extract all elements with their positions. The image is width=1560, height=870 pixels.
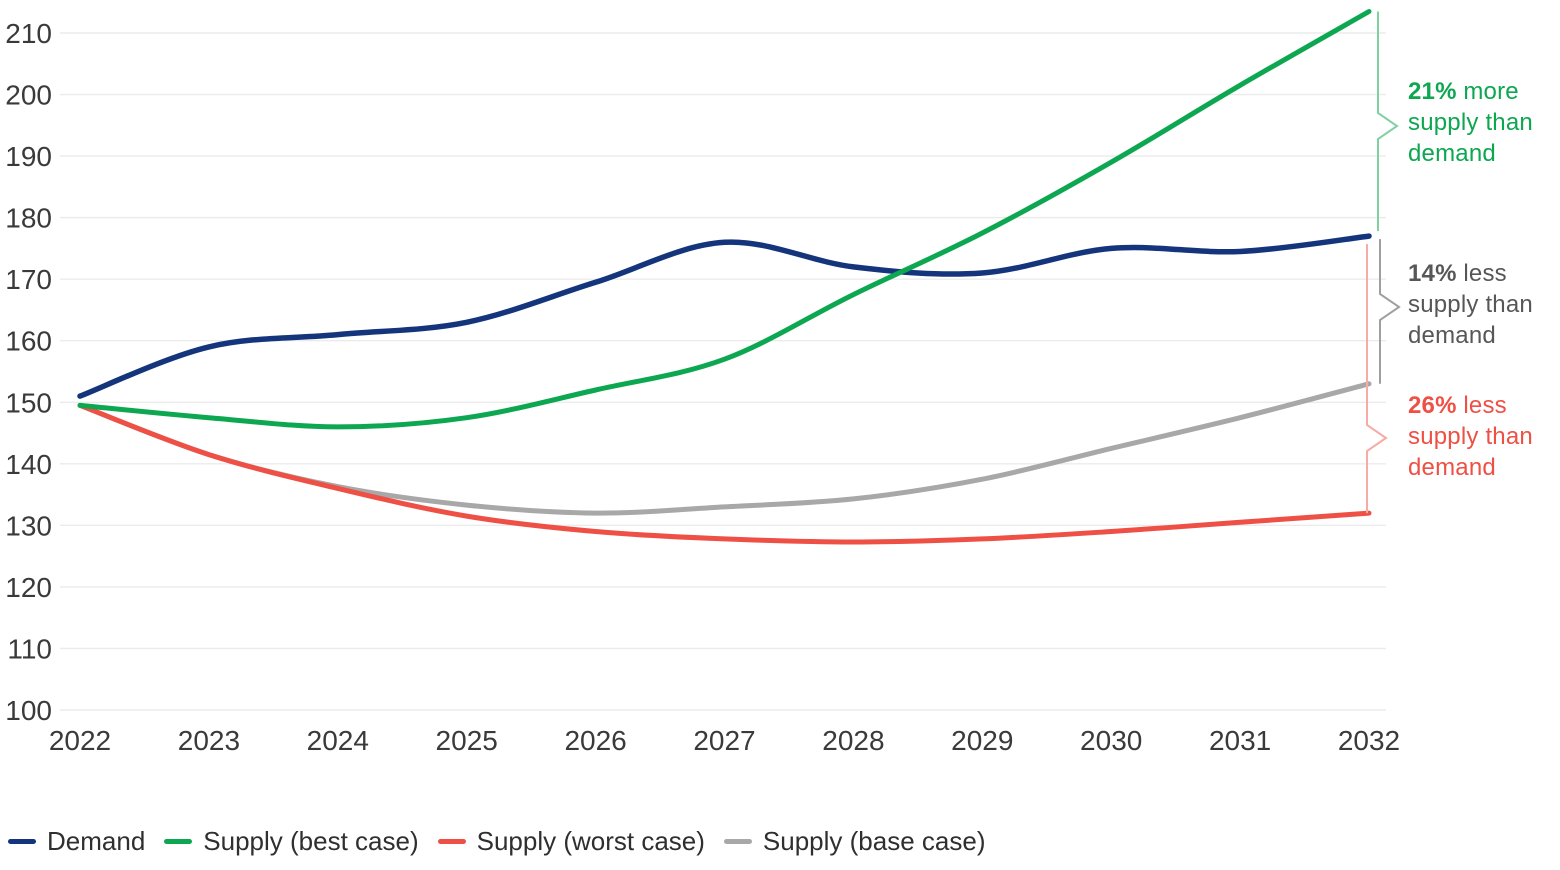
x-axis-tick-label: 2027 xyxy=(693,725,755,756)
y-axis-tick-label: 120 xyxy=(5,572,52,603)
x-axis-tick-label: 2031 xyxy=(1209,725,1271,756)
x-axis-tick-label: 2032 xyxy=(1338,725,1400,756)
y-axis-tick-label: 180 xyxy=(5,203,52,234)
annotation-more-supply-than-demand: 21% more supply than demand xyxy=(1408,76,1560,169)
y-axis-tick-label: 200 xyxy=(5,80,52,111)
legend-swatch-demand xyxy=(8,839,36,844)
line-chart-canvas: 100 110 120 130 140 150 160 170 180 190 200 210 2022… xyxy=(5,9,1401,756)
y-axis-tick-label: 110 xyxy=(7,633,52,664)
legend-item-supply-best-case: Supply (best case) xyxy=(164,826,419,857)
annotation-worst-case-less-supply: 26% less supply than demand xyxy=(1408,390,1560,483)
x-axis-tick-label: 2029 xyxy=(951,725,1013,756)
legend-swatch-supply-best-case xyxy=(164,839,193,844)
y-axis-tick-label: 130 xyxy=(5,510,52,541)
supply-base-case-line xyxy=(77,381,1372,516)
y-axis-tick-label: 100 xyxy=(5,695,52,726)
y-axis-tick-label: 170 xyxy=(5,264,52,295)
legend-label: Supply (base case) xyxy=(762,826,986,856)
y-axis-tick-label: 150 xyxy=(5,387,52,418)
x-axis-tick-label: 2024 xyxy=(307,725,369,756)
legend-swatch-supply-base-case xyxy=(723,839,752,844)
x-axis-tick-label: 2026 xyxy=(564,725,626,756)
brace-worst-case-vs-demand xyxy=(1366,244,1388,514)
y-axis-tick-label: 190 xyxy=(5,141,52,172)
brace-best-case-vs-demand xyxy=(1377,11,1399,232)
legend-label: Supply (best case) xyxy=(203,826,419,856)
legend-item-demand: Demand xyxy=(8,826,145,857)
x-axis-tick-label: 2028 xyxy=(822,725,884,756)
annotation-text: less supply than demand xyxy=(1408,392,1533,481)
annotation-percent: 21% xyxy=(1408,78,1457,105)
brace-base-case-vs-demand xyxy=(1379,239,1401,384)
legend-item-supply-worst-case: Supply (worst case) xyxy=(437,826,705,857)
supply-best-case-line xyxy=(77,9,1372,430)
x-axis-tick-label: 2030 xyxy=(1080,725,1142,756)
x-axis-tick-label: 2025 xyxy=(436,725,498,756)
annotation-text: more supply than demand xyxy=(1408,78,1533,167)
y-axis-tick-label: 160 xyxy=(5,326,52,357)
y-axis-tick-label: 140 xyxy=(5,449,52,480)
x-axis-tick-label: 2023 xyxy=(178,725,240,756)
supply-worst-case-line xyxy=(77,402,1372,545)
x-axis-tick-label: 2022 xyxy=(49,725,111,756)
chart-legend: Demand Supply (best case) Supply (worst … xyxy=(8,826,985,857)
legend-label: Demand xyxy=(47,826,146,856)
legend-label: Supply (worst case) xyxy=(476,826,705,856)
annotation-percent: 14% xyxy=(1408,260,1457,287)
annotation-text: less supply than demand xyxy=(1408,260,1533,349)
annotation-percent: 26% xyxy=(1408,392,1457,419)
legend-item-supply-base-case: Supply (base case) xyxy=(723,826,986,857)
annotation-base-case-less-supply: 14% less supply than demand xyxy=(1408,258,1560,351)
y-axis-tick-label: 210 xyxy=(5,18,52,49)
legend-swatch-supply-worst-case xyxy=(437,839,466,844)
demand-line xyxy=(77,233,1372,399)
